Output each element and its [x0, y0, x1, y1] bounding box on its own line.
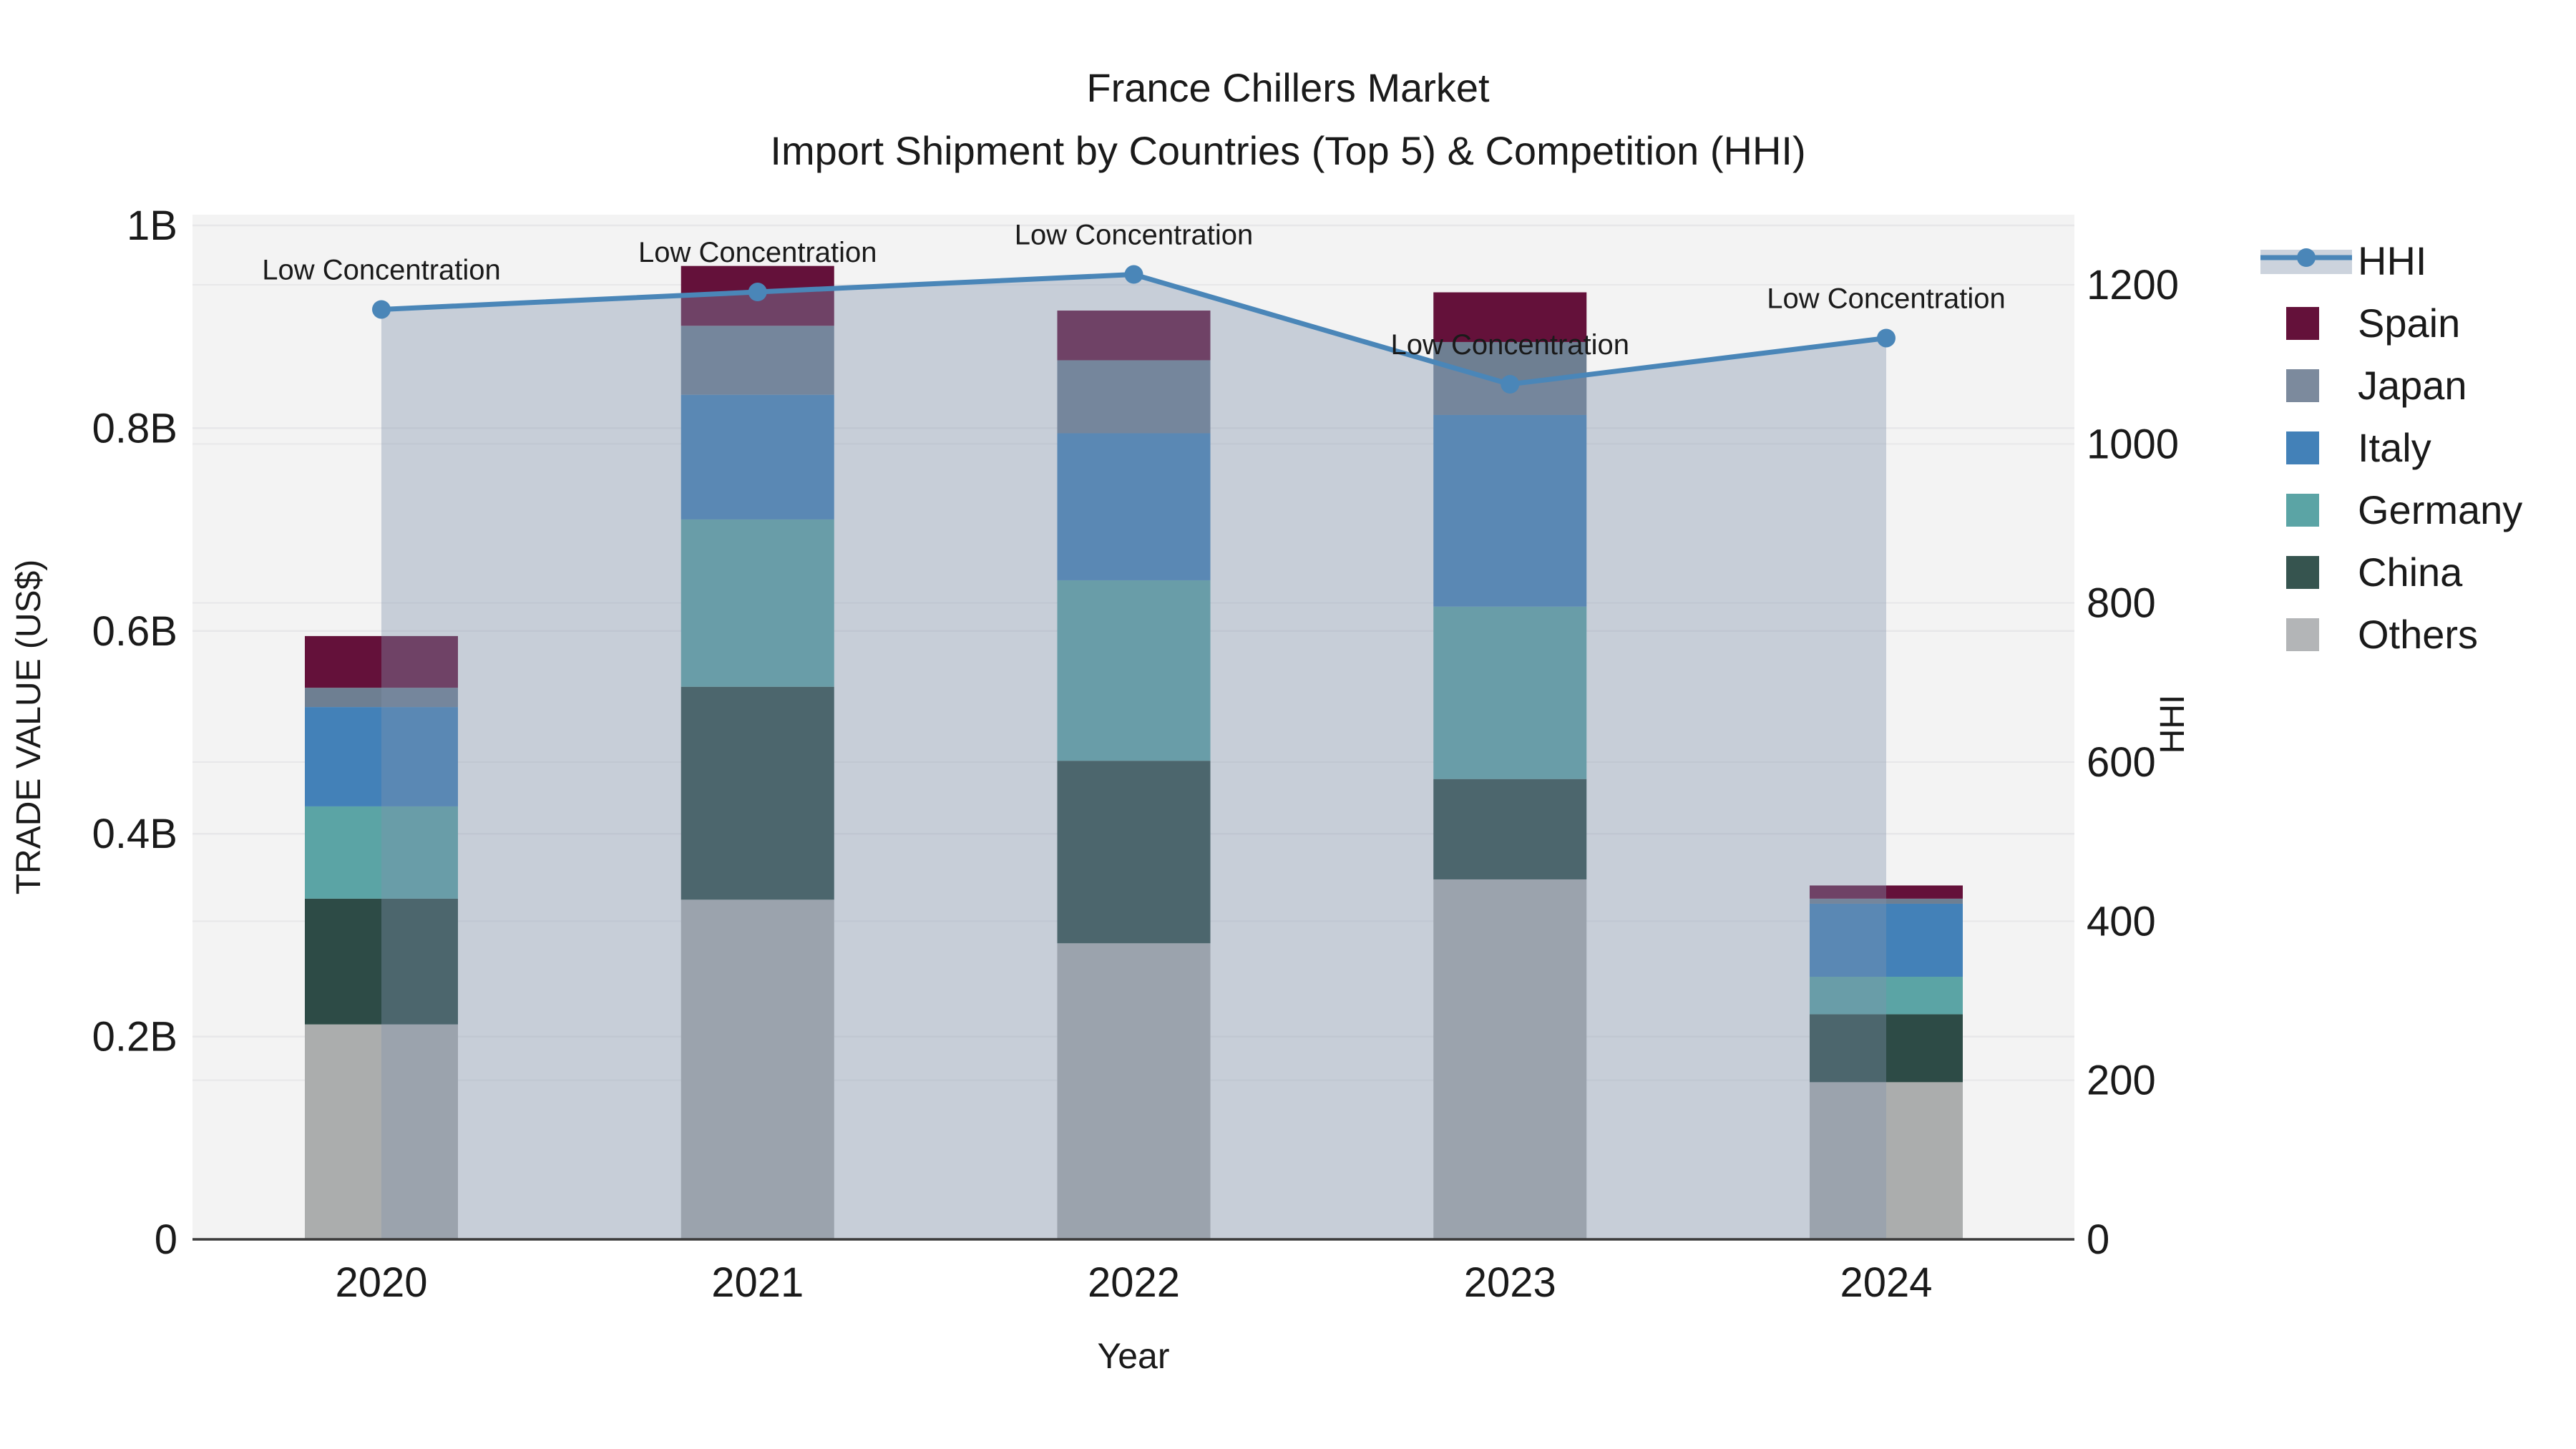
legend-swatch-japan-icon [2286, 369, 2319, 402]
left-axis-tick-label: 0.6B [92, 608, 177, 655]
legend-label-italy: Italy [2358, 425, 2431, 470]
hhi-marker-2023 [1501, 374, 1520, 394]
right-axis-tick-label: 200 [2087, 1058, 2156, 1104]
bar-segment-spain-2024 [1810, 885, 1963, 899]
x-axis-title: Year [1097, 1336, 1169, 1376]
left-axis-tick-label: 0.4B [92, 811, 177, 857]
bar-segment-germany-2023 [1433, 606, 1587, 779]
legend-label-others: Others [2358, 612, 2478, 657]
legend-swatch-spain-icon [2286, 307, 2319, 340]
hhi-area-fill [381, 274, 1886, 1239]
right-axis-tick-label: 600 [2087, 739, 2156, 786]
bar-segment-china-2024 [1810, 1014, 1963, 1083]
bar-segment-china-2020 [305, 898, 458, 1025]
bar-segment-others-2023 [1433, 879, 1587, 1239]
chart-title-line2: Import Shipment by Countries (Top 5) & C… [770, 128, 1805, 173]
bar-segment-spain-2022 [1057, 311, 1211, 361]
x-axis-tick-label: 2024 [1840, 1259, 1932, 1306]
x-axis-tick-label: 2020 [335, 1259, 427, 1306]
bar-segment-germany-2020 [305, 806, 458, 899]
bar-segment-italy-2023 [1433, 414, 1587, 607]
right-axis-tick-label: 400 [2087, 898, 2156, 945]
legend-label-china: China [2358, 550, 2463, 595]
left-axis-tick-label: 0 [155, 1216, 177, 1263]
bar-segment-japan-2022 [1057, 360, 1211, 434]
bar-segment-others-2021 [680, 899, 834, 1239]
bar-segment-italy-2022 [1057, 433, 1211, 580]
right-axis-tick-label: 800 [2087, 580, 2156, 627]
annotation-low-concentration-2023: Low Concentration [1390, 329, 1629, 361]
x-axis-tick-label: 2021 [711, 1259, 804, 1306]
legend-swatch-others-icon [2286, 618, 2319, 651]
bar-segment-china-2023 [1433, 779, 1587, 879]
left-axis-tick-label: 0.8B [92, 405, 177, 452]
right-axis-tick-label: 1000 [2087, 421, 2179, 467]
bar-segment-spain-2023 [1433, 292, 1587, 342]
legend-label-germany: Germany [2358, 487, 2522, 532]
bar-segment-germany-2022 [1057, 580, 1211, 761]
bar-segment-china-2021 [680, 686, 834, 900]
bar-segment-germany-2021 [680, 519, 834, 687]
legend-label-hhi: HHI [2358, 238, 2426, 283]
legend-label-spain: Spain [2358, 301, 2460, 346]
right-axis-tick-label: 1200 [2087, 262, 2179, 308]
y-axis-right-title: HHI [2154, 695, 2192, 754]
annotation-low-concentration-2022: Low Concentration [1015, 220, 1254, 251]
legend-hhi-marker-icon [2297, 248, 2316, 267]
legend-swatch-china-icon [2286, 556, 2319, 589]
hhi-marker-2022 [1124, 265, 1143, 284]
left-axis-tick-label: 1B [127, 203, 177, 249]
bar-segment-japan-2021 [680, 326, 834, 395]
bar-segment-italy-2021 [680, 394, 834, 519]
hhi-marker-2020 [372, 300, 391, 319]
legend-label-japan: Japan [2358, 363, 2467, 408]
bar-segment-italy-2020 [305, 707, 458, 806]
bar-segment-japan-2024 [1810, 898, 1963, 904]
bar-segment-others-2020 [305, 1024, 458, 1239]
annotation-low-concentration-2021: Low Concentration [638, 237, 877, 268]
bar-segment-spain-2020 [305, 635, 458, 688]
left-axis-tick-label: 0.2B [92, 1014, 177, 1060]
x-axis-tick-label: 2023 [1464, 1259, 1556, 1306]
bar-segment-others-2024 [1810, 1082, 1963, 1239]
bar-segment-japan-2020 [305, 688, 458, 708]
x-axis-tick-label: 2022 [1088, 1259, 1180, 1306]
legend-swatch-italy-icon [2286, 431, 2319, 464]
right-axis-tick-label: 0 [2087, 1216, 2109, 1263]
y-axis-left-title: TRADE VALUE (US$) [10, 560, 48, 895]
bar-segment-italy-2024 [1810, 903, 1963, 977]
bar-segment-china-2022 [1057, 761, 1211, 944]
hhi-marker-2024 [1877, 328, 1896, 348]
legend-swatch-germany-icon [2286, 494, 2319, 527]
bar-segment-germany-2024 [1810, 976, 1963, 1015]
annotation-low-concentration-2020: Low Concentration [262, 254, 501, 286]
bar-segment-others-2022 [1057, 943, 1211, 1239]
chart-title-line1: France Chillers Market [1086, 65, 1490, 110]
annotation-low-concentration-2024: Low Concentration [1767, 283, 2006, 314]
hhi-marker-2021 [748, 283, 767, 302]
